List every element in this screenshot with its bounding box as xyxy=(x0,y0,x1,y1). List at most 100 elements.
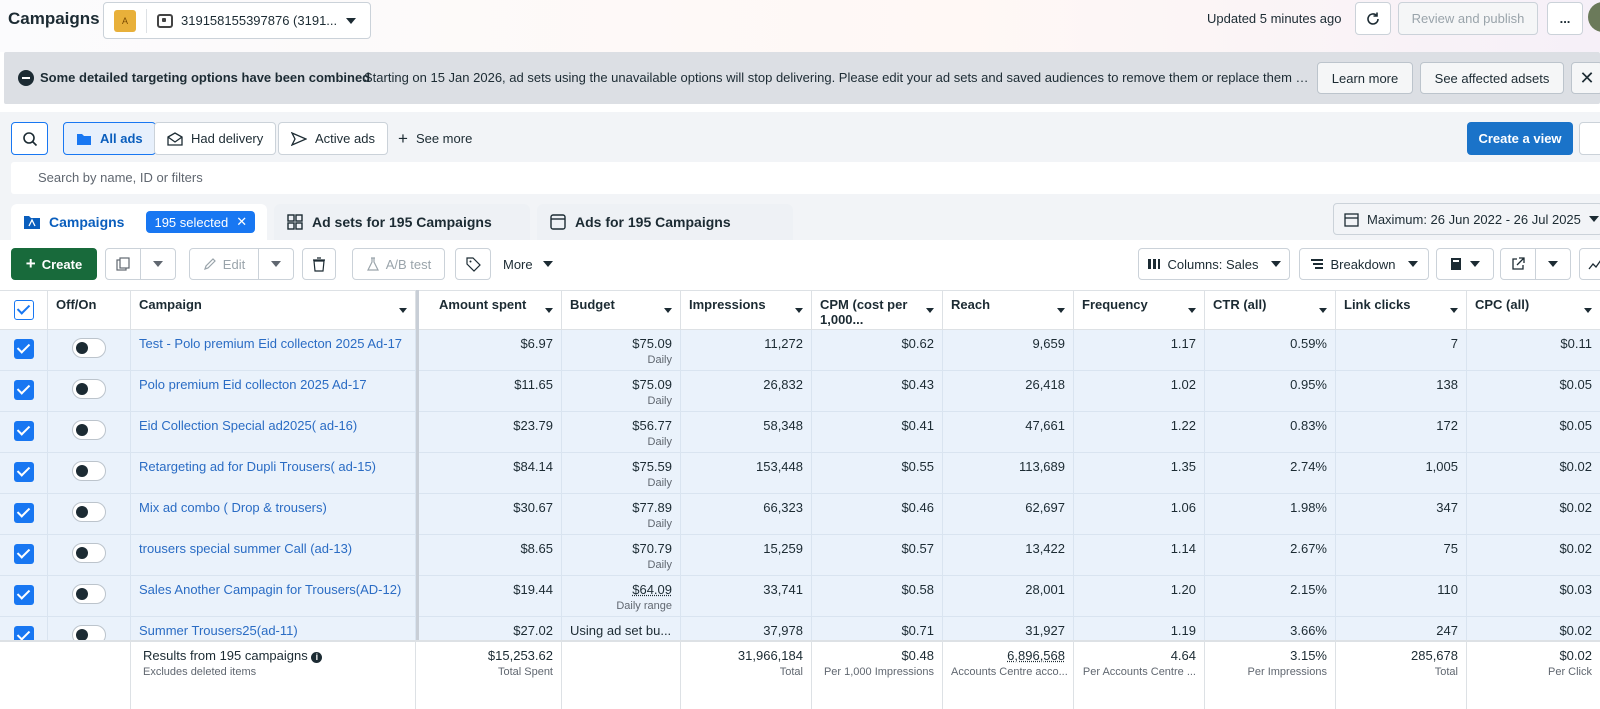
tab-campaigns[interactable]: Campaigns 195 selected ✕ xyxy=(11,204,267,240)
tag-button[interactable] xyxy=(455,248,491,280)
column-budget[interactable]: Budget xyxy=(562,291,681,331)
pencil-icon xyxy=(203,258,216,270)
table-row[interactable]: Polo premium Eid collecton 2025 Ad-17 $1… xyxy=(0,371,1600,412)
campaign-toggle[interactable] xyxy=(72,584,106,604)
column-reach[interactable]: Reach xyxy=(943,291,1074,331)
columns-button[interactable]: Columns: Sales xyxy=(1138,248,1290,280)
duplicate-dropdown[interactable] xyxy=(140,248,176,280)
ab-test-label: A/B test xyxy=(385,256,432,272)
more-actions-button[interactable]: More xyxy=(503,248,553,280)
column-amount-spent[interactable]: Amount spent xyxy=(431,291,562,331)
export-button[interactable] xyxy=(1500,248,1536,280)
select-all-checkbox[interactable] xyxy=(14,300,34,320)
selected-badge[interactable]: 195 selected ✕ xyxy=(146,211,256,233)
campaign-toggle[interactable] xyxy=(72,420,106,440)
calendar-icon xyxy=(1344,212,1359,227)
budget-type: Daily xyxy=(647,518,672,530)
plus-icon: + xyxy=(25,254,36,273)
breakdown-button[interactable]: Breakdown xyxy=(1299,248,1429,280)
tab-ads[interactable]: Ads for 195 Campaigns xyxy=(537,204,793,240)
cpc: $0.05 xyxy=(1559,377,1592,392)
column-impressions[interactable]: Impressions xyxy=(681,291,812,331)
column-frequency[interactable]: Frequency xyxy=(1074,291,1205,331)
campaign-name-link[interactable]: Test - Polo premium Eid collecton 2025 A… xyxy=(139,336,403,351)
avatar[interactable] xyxy=(1588,2,1600,32)
duplicate-button[interactable] xyxy=(105,248,141,280)
see-more-button[interactable]: + See more xyxy=(398,122,472,155)
table-row[interactable]: Eid Collection Special ad2025( ad-16) $2… xyxy=(0,412,1600,453)
select-all-cell[interactable] xyxy=(0,291,48,331)
edit-button[interactable]: Edit xyxy=(189,248,259,280)
filter-all-ads[interactable]: All ads xyxy=(63,122,156,155)
row-checkbox[interactable] xyxy=(14,503,34,523)
row-checkbox[interactable] xyxy=(14,421,34,441)
create-view-button[interactable]: Create a view xyxy=(1467,122,1573,155)
refresh-button[interactable] xyxy=(1355,2,1391,35)
cpc: $0.02 xyxy=(1559,541,1592,556)
campaign-name-link[interactable]: Retargeting ad for Dupli Trousers( ad-15… xyxy=(139,459,377,474)
campaign-toggle[interactable] xyxy=(72,379,106,399)
campaign-name-link[interactable]: Mix ad combo ( Drop & trousers) xyxy=(139,500,327,515)
account-selector[interactable]: A 319158155397876 (3191... xyxy=(103,2,371,39)
table-row[interactable]: Retargeting ad for Dupli Trousers( ad-15… xyxy=(0,453,1600,494)
row-checkbox[interactable] xyxy=(14,339,34,359)
table-row[interactable]: Mix ad combo ( Drop & trousers) $30.67 $… xyxy=(0,494,1600,535)
row-checkbox[interactable] xyxy=(14,462,34,482)
row-checkbox[interactable] xyxy=(14,544,34,564)
reach: 9,659 xyxy=(943,330,1074,371)
column-label: Impressions xyxy=(689,297,766,312)
filter-had-delivery[interactable]: Had delivery xyxy=(154,122,277,155)
more-options-button[interactable]: ... xyxy=(1547,2,1583,35)
filter-settings-icon[interactable] xyxy=(1579,122,1600,155)
date-range-picker[interactable]: Maximum: 26 Jun 2022 - 26 Jul 2025 xyxy=(1333,203,1600,235)
column-link-clicks[interactable]: Link clicks xyxy=(1336,291,1467,331)
export-dropdown[interactable] xyxy=(1535,248,1571,280)
column-cpm[interactable]: CPM (cost per 1,000... xyxy=(812,291,943,331)
campaign-toggle[interactable] xyxy=(72,338,106,358)
filter-active-ads[interactable]: Active ads xyxy=(278,122,388,155)
campaign-name-link[interactable]: Sales Another Campagin for Trousers(AD-1… xyxy=(139,582,402,597)
search-button[interactable] xyxy=(11,122,48,155)
chevron-down-icon xyxy=(1548,261,1558,267)
column-off-on[interactable]: Off/On xyxy=(48,291,131,331)
close-icon[interactable]: ✕ xyxy=(1571,62,1600,94)
campaign-name-link[interactable]: Eid Collection Special ad2025( ad-16) xyxy=(139,418,358,433)
table-row[interactable]: Sales Another Campagin for Trousers(AD-1… xyxy=(0,576,1600,617)
learn-more-button[interactable]: Learn more xyxy=(1317,62,1413,94)
clear-selection-icon[interactable]: ✕ xyxy=(236,214,248,229)
table-row[interactable]: Test - Polo premium Eid collecton 2025 A… xyxy=(0,330,1600,371)
amount-spent: $30.67 xyxy=(431,494,562,535)
campaign-toggle[interactable] xyxy=(72,543,106,563)
notification-banner: Some detailed targeting options have bee… xyxy=(4,52,1600,104)
chart-button[interactable] xyxy=(1579,248,1600,280)
row-checkbox[interactable] xyxy=(14,380,34,400)
table-row[interactable]: trousers special summer Call (ad-13) $8.… xyxy=(0,535,1600,576)
cpm: $0.55 xyxy=(812,453,943,494)
reach: 28,001 xyxy=(943,576,1074,617)
chevron-down-icon xyxy=(664,308,672,313)
column-cpc[interactable]: CPC (all) xyxy=(1467,291,1600,331)
campaign-toggle[interactable] xyxy=(72,461,106,481)
search-input[interactable]: Search by name, ID or filters xyxy=(11,162,1600,194)
level-tabs: Campaigns 195 selected ✕ Ad sets for 195… xyxy=(0,200,1600,240)
frozen-column-divider[interactable] xyxy=(416,290,419,709)
see-affected-adsets-button[interactable]: See affected adsets xyxy=(1420,62,1564,94)
trash-icon xyxy=(313,256,325,272)
reports-button[interactable] xyxy=(1436,248,1494,280)
row-checkbox[interactable] xyxy=(14,585,34,605)
cpc: $0.11 xyxy=(1560,336,1592,351)
delete-button[interactable] xyxy=(302,248,336,280)
tab-adsets[interactable]: Ad sets for 195 Campaigns xyxy=(274,204,530,240)
create-button[interactable]: + Create xyxy=(11,248,97,280)
amount-spent: $23.79 xyxy=(431,412,562,453)
edit-dropdown[interactable] xyxy=(258,248,294,280)
campaign-toggle[interactable] xyxy=(72,502,106,522)
campaign-name-link[interactable]: trousers special summer Call (ad-13) xyxy=(139,541,353,556)
column-ctr[interactable]: CTR (all) xyxy=(1205,291,1336,331)
campaign-name-link[interactable]: Summer Trousers25(ad-11) xyxy=(139,623,298,638)
review-and-publish-button[interactable]: Review and publish xyxy=(1398,2,1538,35)
column-campaign[interactable]: Campaign xyxy=(131,291,416,331)
info-icon[interactable]: i xyxy=(311,652,323,663)
ab-test-button[interactable]: A/B test xyxy=(352,248,445,280)
campaign-name-link[interactable]: Polo premium Eid collecton 2025 Ad-17 xyxy=(139,377,367,392)
